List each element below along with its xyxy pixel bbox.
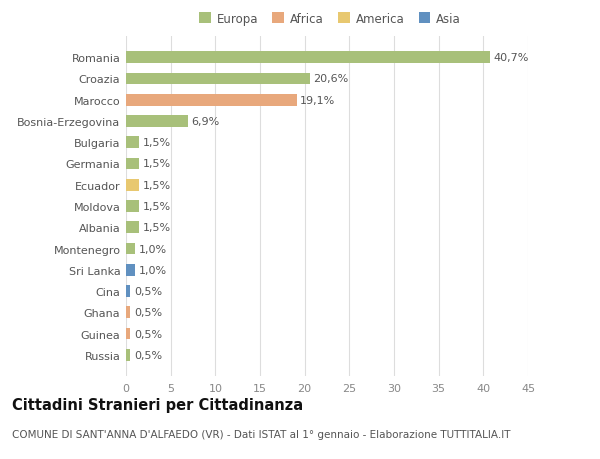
Text: COMUNE DI SANT'ANNA D'ALFAEDO (VR) - Dati ISTAT al 1° gennaio - Elaborazione TUT: COMUNE DI SANT'ANNA D'ALFAEDO (VR) - Dat…	[12, 429, 511, 439]
Bar	[126, 95, 296, 106]
Text: Cittadini Stranieri per Cittadinanza: Cittadini Stranieri per Cittadinanza	[12, 397, 303, 412]
Bar	[126, 243, 135, 255]
Text: 1,5%: 1,5%	[143, 138, 171, 148]
Text: 1,5%: 1,5%	[143, 159, 171, 169]
Bar	[126, 158, 139, 170]
Bar	[126, 349, 130, 361]
Bar	[126, 137, 139, 149]
Bar	[126, 222, 139, 234]
Text: 1,5%: 1,5%	[143, 223, 171, 233]
Text: 19,1%: 19,1%	[300, 95, 335, 106]
Text: 1,5%: 1,5%	[143, 202, 171, 212]
Text: 0,5%: 0,5%	[134, 286, 162, 297]
Text: 1,5%: 1,5%	[143, 180, 171, 190]
Bar	[126, 52, 490, 64]
Text: 0,5%: 0,5%	[134, 308, 162, 318]
Bar	[126, 307, 130, 319]
Text: 1,0%: 1,0%	[139, 265, 167, 275]
Text: 0,5%: 0,5%	[134, 329, 162, 339]
Text: 40,7%: 40,7%	[493, 53, 529, 63]
Bar	[126, 285, 130, 297]
Bar	[126, 179, 139, 191]
Text: 20,6%: 20,6%	[314, 74, 349, 84]
Bar	[126, 328, 130, 340]
Text: 1,0%: 1,0%	[139, 244, 167, 254]
Bar	[126, 116, 188, 128]
Text: 6,9%: 6,9%	[191, 117, 220, 127]
Legend: Europa, Africa, America, Asia: Europa, Africa, America, Asia	[199, 13, 461, 26]
Bar	[126, 264, 135, 276]
Bar	[126, 73, 310, 85]
Bar	[126, 201, 139, 213]
Text: 0,5%: 0,5%	[134, 350, 162, 360]
